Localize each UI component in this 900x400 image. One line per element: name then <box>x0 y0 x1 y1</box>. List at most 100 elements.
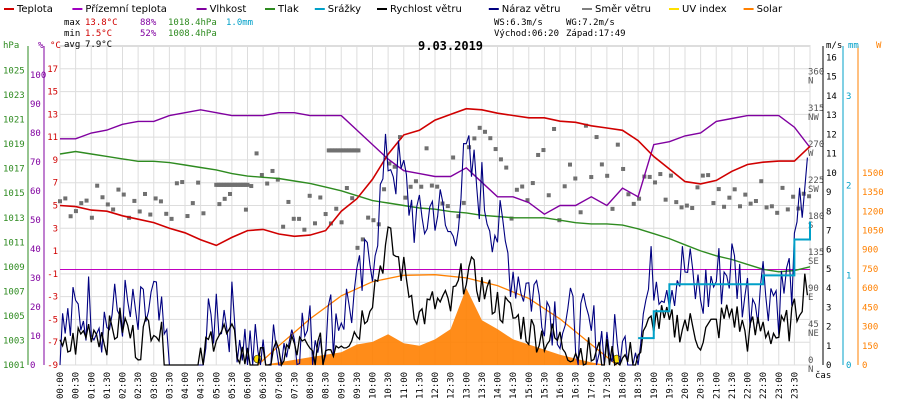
wind-tick-label: 13 <box>826 111 837 121</box>
temperature-tick-label: 17 <box>47 65 58 75</box>
wind-direction-point <box>530 181 535 186</box>
temperature-tick-label: 15 <box>47 88 58 98</box>
wind-direction-point <box>541 148 546 153</box>
stats-min-temp: 1.5°C <box>85 29 112 39</box>
wind-dir-label: N <box>808 365 813 375</box>
wind-direction-point <box>313 221 317 226</box>
wind-direction-point <box>245 182 250 187</box>
legend-label: Náraz větru <box>502 3 561 15</box>
wind-direction-point <box>727 195 732 200</box>
wind-direction-point <box>605 173 610 178</box>
wind-tick-label: 5 <box>826 265 831 275</box>
wind-direction-point <box>504 165 509 170</box>
time-tick-label: 22:00 <box>744 372 754 399</box>
wind-direction-point <box>148 212 153 217</box>
stats-wg: WG:7.2m/s <box>566 18 615 28</box>
time-tick-label: 21:30 <box>728 372 738 399</box>
time-tick-label: 01:00 <box>87 372 97 399</box>
pressure-tick-label: 1001 <box>3 361 25 371</box>
wind-dir-label: SE <box>808 257 819 267</box>
chart-title: 9.03.2019 <box>418 39 483 53</box>
wind-tick-label: 14 <box>826 92 837 102</box>
wind-direction-point <box>573 176 578 181</box>
wind-direction-point <box>706 173 711 178</box>
wind-direction-point <box>520 184 525 189</box>
legend-label: Přízemní teplota <box>85 3 167 15</box>
wind-direction-point <box>196 180 201 185</box>
wind-direction-point <box>748 201 753 206</box>
wind-tick-label: 0 <box>826 361 831 371</box>
legend-label: Solar <box>757 4 783 15</box>
humidity-unit-label: % <box>38 41 44 51</box>
legend-label: Tlak <box>277 4 299 15</box>
time-tick-label: 11:00 <box>400 372 410 399</box>
time-tick-label: 18:00 <box>619 372 629 399</box>
humidity-tick-label: 100 <box>30 71 46 81</box>
wind-tick-label: 2 <box>826 323 831 333</box>
wind-direction-point <box>360 237 365 242</box>
humidity-tick-label: 60 <box>30 187 41 197</box>
wind-direction-point <box>318 195 323 200</box>
stats-max-press: 1018.4hPa <box>168 18 217 28</box>
wind-direction-point <box>631 201 636 206</box>
wind-direction-point <box>583 123 588 128</box>
wind-direction-point <box>668 173 673 178</box>
pressure-tick-label: 1019 <box>3 140 25 150</box>
wind-direction-point <box>355 245 360 250</box>
time-tick-label: 04:00 <box>181 372 191 399</box>
wind-direction-point <box>647 174 652 179</box>
wind-direction-point <box>722 204 727 209</box>
wind-direction-point <box>222 196 227 201</box>
solar-tick-label: 150 <box>862 342 878 352</box>
humidity-tick-label: 40 <box>30 245 41 255</box>
solar-tick-label: 1350 <box>862 188 884 198</box>
humidity-tick-label: 30 <box>30 274 41 284</box>
wind-direction-point <box>509 216 514 221</box>
wind-direction-point <box>243 207 248 212</box>
pressure-tick-label: 1011 <box>3 238 25 248</box>
wind-direction-point <box>413 179 418 184</box>
wind-direction-point <box>562 184 567 189</box>
wind-direction-point <box>488 136 493 141</box>
wind-direction-point <box>467 145 472 150</box>
pressure-tick-label: 1023 <box>3 91 25 101</box>
solar-tick-label: 750 <box>862 265 878 275</box>
wind-direction-point <box>461 200 466 205</box>
wind-direction-point <box>493 147 498 152</box>
humidity-tick-label: 20 <box>30 303 41 313</box>
time-tick-label: 10:00 <box>369 372 379 399</box>
wind-direction-point <box>568 162 572 167</box>
legend-label: Vlhkost <box>210 4 247 15</box>
humidity-tick-label: 90 <box>30 100 41 110</box>
wind-direction-point <box>456 214 461 219</box>
time-tick-label: 08:00 <box>306 372 316 399</box>
time-tick-label: 17:00 <box>587 372 597 399</box>
wind-speed-line <box>59 226 809 367</box>
wind-direction-point <box>483 129 487 134</box>
wind-direction-point <box>791 194 796 199</box>
wind-direction-point <box>323 212 328 217</box>
wind-direction-point <box>424 146 429 151</box>
wind-direction-point <box>764 205 769 210</box>
temperature-tick-label: 7 <box>53 179 58 189</box>
time-tick-label: 00:00 <box>56 372 66 399</box>
pressure-tick-label: 1009 <box>3 263 25 273</box>
time-tick-label: 22:30 <box>759 372 769 399</box>
temperature-tick-label: -3 <box>47 293 58 303</box>
wind-direction-point <box>281 224 286 229</box>
wind-direction-point <box>637 196 642 201</box>
stats-ws: WS:6.3m/s <box>494 18 543 28</box>
pressure-tick-label: 1021 <box>3 116 25 126</box>
time-tick-label: 09:00 <box>337 372 347 399</box>
wind-direction-point <box>121 192 126 197</box>
time-tick-label: 05:30 <box>228 372 238 399</box>
temperature-tick-label: -1 <box>47 270 58 280</box>
legend-label: UV index <box>682 4 727 15</box>
wind-direction-point <box>498 157 503 162</box>
wind-dir-deg-label: 90 <box>808 284 819 294</box>
wind-direction-point <box>356 148 361 153</box>
time-tick-label: 11:30 <box>415 372 425 399</box>
wind-direction-point <box>164 211 169 216</box>
wind-direction-point <box>658 172 663 177</box>
